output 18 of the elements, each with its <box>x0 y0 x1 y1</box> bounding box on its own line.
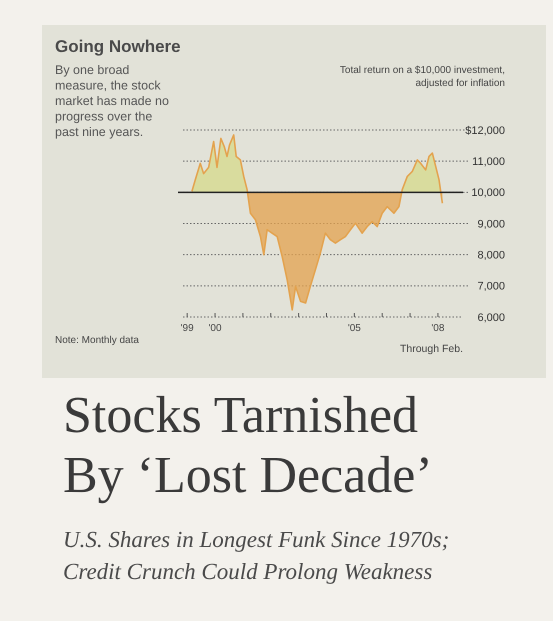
y-axis-title: Total return on a $10,000 investment, adjusted for inflation <box>340 65 505 89</box>
x-tick-label: '00 <box>208 323 222 334</box>
chart-title: Going Nowhere <box>55 37 181 56</box>
x-tick-label: '08 <box>431 323 445 334</box>
y-tick-label: 9,000 <box>477 218 505 230</box>
x-tick-label: '05 <box>348 323 362 334</box>
text: Note: Monthly data <box>55 335 140 346</box>
y-tick-label: 6,000 <box>477 312 505 324</box>
text: U.S. Shares in Longest Funk Since 1970s; Credit Crunch Could Prolong Weakness <box>63 527 450 584</box>
y-tick-label: 7,000 <box>477 280 505 293</box>
y-tick-label: $12,000 <box>465 124 505 137</box>
chart-subtitle: By one broad measure, the stock market has made no progress over the past nine years. <box>55 63 169 139</box>
y-tick-label: 11,000 <box>472 156 505 168</box>
x-tick-label: '99 <box>180 323 194 334</box>
y-tick-label: 10,000 <box>471 187 505 200</box>
text: Stocks Tarnished By ‘Lost Decade’ <box>63 387 433 504</box>
y-tick-label: 8,000 <box>477 250 505 262</box>
text: Through Feb. <box>400 343 463 355</box>
